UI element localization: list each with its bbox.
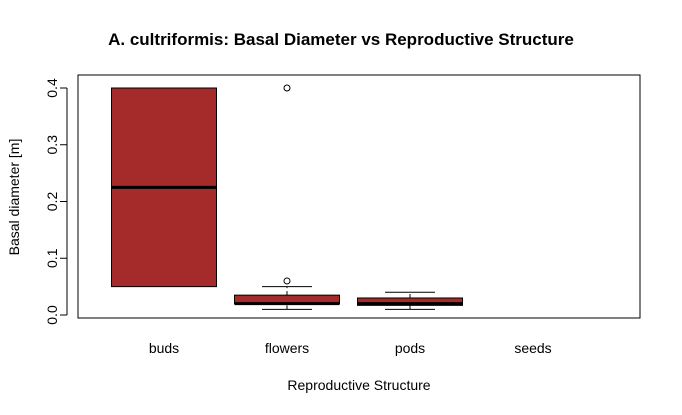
outlier-point <box>283 277 291 285</box>
y-tick-label: 0.3 <box>44 135 60 155</box>
y-tick-label: 0.1 <box>44 248 60 268</box>
box-group-pods <box>357 291 463 310</box>
box-group-flowers <box>234 84 340 310</box>
plot-frame <box>77 74 641 319</box>
boxes-layer <box>111 84 463 310</box>
y-axis: 0.0 0.1 0.2 0.3 0.4 <box>44 78 68 325</box>
box-iqr <box>357 297 463 306</box>
chart-title: A. cultriformis: Basal Diameter vs Repro… <box>108 30 574 49</box>
x-tick-label: buds <box>149 340 179 356</box>
y-tick-label: 0.4 <box>44 78 60 98</box>
y-tick-label: 0.2 <box>44 192 60 212</box>
x-axis-label: Reproductive Structure <box>287 377 430 393</box>
x-tick-label: flowers <box>265 340 309 356</box>
x-axis: buds flowers pods seeds <box>149 340 552 356</box>
y-tick-label: 0.0 <box>44 305 60 325</box>
outlier-point <box>283 84 291 92</box>
x-tick-label: pods <box>395 340 425 356</box>
x-tick-label: seeds <box>514 340 551 356</box>
y-axis-label: Basal diameter [m] <box>6 139 22 256</box>
box-group-buds <box>111 87 217 288</box>
